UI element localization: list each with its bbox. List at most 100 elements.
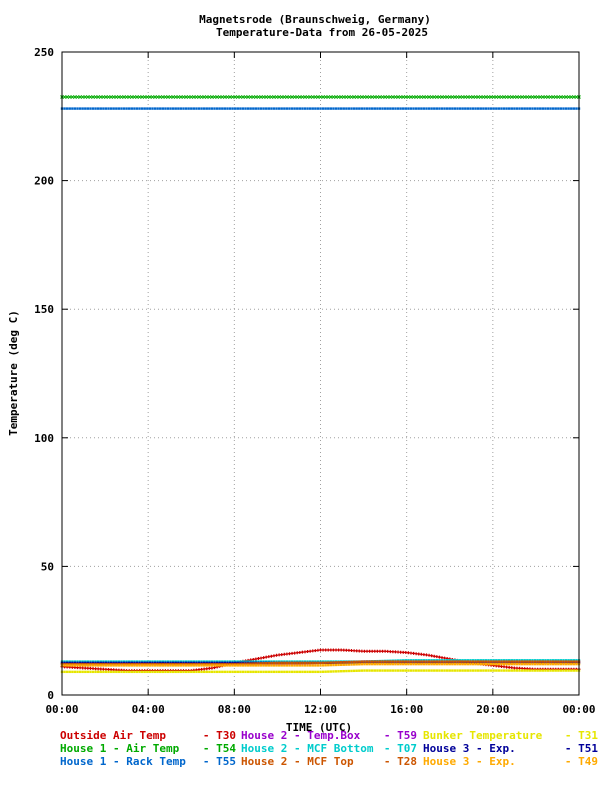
data-point xyxy=(213,661,216,665)
data-point xyxy=(252,660,255,663)
data-point xyxy=(404,661,408,665)
data-point xyxy=(192,664,196,667)
data-point xyxy=(102,661,105,665)
data-point xyxy=(306,107,309,110)
data-point xyxy=(81,664,84,667)
data-point xyxy=(316,670,320,674)
data-point xyxy=(464,669,467,672)
data-point xyxy=(117,662,121,666)
data-point xyxy=(402,662,405,666)
data-point xyxy=(115,670,118,674)
data-point xyxy=(575,659,578,662)
data-point xyxy=(120,670,123,674)
data-point xyxy=(267,107,270,110)
data-point xyxy=(339,663,343,667)
data-point xyxy=(365,107,369,110)
data-point xyxy=(125,660,128,663)
data-point xyxy=(195,664,198,667)
data-point xyxy=(161,660,165,663)
data-point xyxy=(482,661,485,665)
data-point xyxy=(293,660,296,663)
data-point xyxy=(215,670,219,674)
data-point xyxy=(184,664,188,667)
data-point xyxy=(523,662,526,666)
data-point xyxy=(135,664,139,667)
data-point xyxy=(500,659,503,662)
data-point xyxy=(508,662,511,666)
data-point xyxy=(487,669,490,672)
data-point xyxy=(179,664,183,667)
data-point xyxy=(236,660,239,663)
data-point xyxy=(554,107,557,110)
data-point xyxy=(420,661,423,665)
data-point xyxy=(327,670,330,673)
data-point xyxy=(174,661,177,665)
data-point xyxy=(513,107,516,110)
data-point xyxy=(319,661,322,665)
data-point xyxy=(200,664,203,667)
data-point xyxy=(531,107,534,110)
data-point xyxy=(347,107,351,110)
data-point xyxy=(76,662,79,666)
data-point xyxy=(518,107,521,110)
data-point xyxy=(404,660,408,663)
data-point xyxy=(526,669,529,672)
data-point xyxy=(314,661,317,665)
data-point xyxy=(432,654,436,658)
data-point xyxy=(272,664,276,667)
data-point xyxy=(174,662,177,666)
data-point xyxy=(283,660,286,663)
data-point xyxy=(564,660,568,663)
data-point xyxy=(360,661,364,665)
data-point xyxy=(293,107,296,110)
data-point xyxy=(130,107,133,110)
data-point xyxy=(433,662,436,666)
data-point xyxy=(378,660,382,663)
data-point xyxy=(425,107,428,110)
data-point xyxy=(456,660,459,663)
data-point xyxy=(466,661,470,665)
data-point xyxy=(420,669,423,672)
data-point xyxy=(427,659,431,662)
data-point xyxy=(567,659,570,662)
data-point xyxy=(202,667,206,671)
data-point xyxy=(109,107,113,110)
data-point xyxy=(402,669,405,672)
data-point xyxy=(373,660,376,663)
data-point xyxy=(68,661,71,665)
data-point xyxy=(213,660,216,663)
data-point xyxy=(195,661,198,665)
data-point xyxy=(518,662,521,666)
data-point xyxy=(208,664,211,667)
data-point xyxy=(290,660,294,663)
data-point xyxy=(433,660,436,663)
data-point xyxy=(303,661,307,665)
data-point xyxy=(368,660,371,663)
data-point xyxy=(402,660,405,663)
data-point xyxy=(404,659,408,662)
data-point xyxy=(182,664,185,667)
data-point xyxy=(215,662,219,666)
data-point xyxy=(101,667,105,671)
data-point xyxy=(427,661,431,665)
data-point xyxy=(562,107,565,110)
data-point xyxy=(210,107,214,110)
data-point xyxy=(94,667,98,671)
data-point xyxy=(376,669,379,672)
legend-label: Outside Air Temp xyxy=(60,729,166,742)
data-point xyxy=(86,107,90,110)
data-point xyxy=(143,670,146,674)
data-point xyxy=(151,664,154,667)
data-point xyxy=(146,660,149,663)
data-point xyxy=(272,661,276,665)
data-point xyxy=(277,653,281,657)
data-point xyxy=(546,669,550,672)
data-point xyxy=(505,660,508,663)
data-point xyxy=(363,662,366,666)
data-point xyxy=(104,667,108,671)
data-point xyxy=(489,660,493,663)
data-point xyxy=(562,660,565,663)
data-point xyxy=(448,669,451,672)
data-point xyxy=(489,659,493,662)
data-point xyxy=(414,107,418,110)
